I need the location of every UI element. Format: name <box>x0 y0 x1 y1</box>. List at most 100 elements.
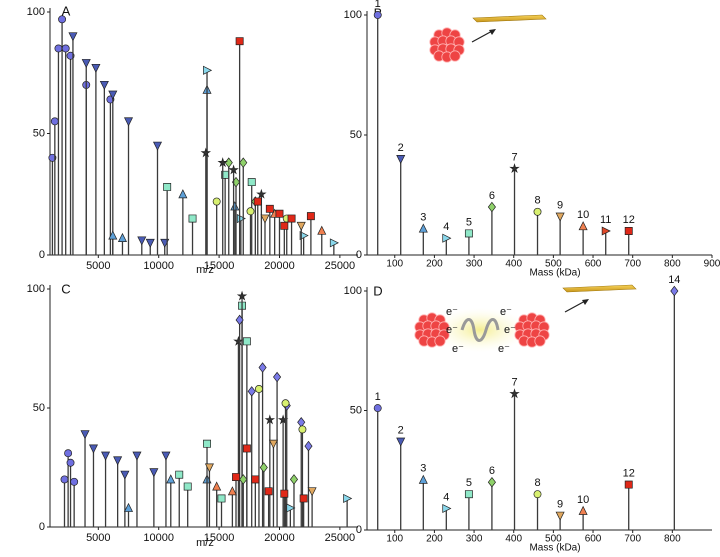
peak-marker <box>149 468 159 478</box>
y-tick-label: 50 <box>33 402 45 414</box>
peak-marker <box>188 214 197 223</box>
annotation: e⁻ <box>498 343 510 355</box>
annotation: e⁻ <box>446 306 458 318</box>
x-tick-label: 900 <box>704 259 720 270</box>
peak-marker <box>81 59 91 69</box>
peak-marker <box>232 473 240 481</box>
peak-label: 10 <box>577 209 589 221</box>
peak-marker <box>533 207 542 216</box>
peak-label: 9 <box>557 499 563 511</box>
peak-marker <box>242 444 251 453</box>
peak-marker <box>239 474 248 485</box>
peak-label: 3 <box>420 463 426 475</box>
peak-marker <box>280 221 289 230</box>
peak-marker <box>555 212 565 222</box>
arrow-head <box>489 29 496 35</box>
peak-marker <box>317 225 327 235</box>
x-tick-label: 300 <box>466 534 483 545</box>
x-tick-label: 500 <box>545 259 562 270</box>
peak-marker <box>329 238 339 248</box>
peak-marker <box>203 65 213 75</box>
peak-marker <box>117 232 127 242</box>
peak-label: 1 <box>375 0 381 10</box>
x-tick-label: 20000 <box>264 260 295 272</box>
x-tick-label: 500 <box>545 534 562 545</box>
x-tick-label: 300 <box>466 259 483 270</box>
peak-marker <box>307 487 317 497</box>
peak-marker <box>64 449 73 458</box>
peak-marker <box>253 197 262 206</box>
peak-marker <box>80 430 90 440</box>
peak-marker <box>289 474 299 485</box>
gold-surface <box>562 284 637 293</box>
peak-marker <box>235 37 244 46</box>
y-tick-label: 0 <box>39 249 45 261</box>
peak-marker <box>101 451 111 461</box>
arrow-head <box>582 299 589 305</box>
peak-marker <box>304 440 313 452</box>
x-tick-label: 10000 <box>143 260 174 272</box>
peak-marker <box>228 164 239 175</box>
peak-marker <box>601 226 611 236</box>
ferritin-icon <box>434 335 446 347</box>
peak-marker <box>255 385 263 393</box>
x-tick-label: 700 <box>624 534 641 545</box>
peak-marker <box>578 505 588 515</box>
peak-marker <box>217 494 226 503</box>
y-tick-label: 0 <box>356 524 362 536</box>
peak-label: 6 <box>489 465 495 477</box>
x-tick-label: 10000 <box>143 532 174 544</box>
peak-marker <box>396 155 406 165</box>
y-tick-label: 50 <box>33 127 45 139</box>
peak-label: 2 <box>398 424 404 436</box>
peak-label: 5 <box>466 477 472 489</box>
x-tick-label: 100 <box>386 534 403 545</box>
peak-label: 12 <box>623 467 635 479</box>
peak-marker <box>227 486 237 496</box>
peak-marker <box>61 44 70 53</box>
peak-marker <box>256 188 267 199</box>
x-axis-label: m/z <box>196 537 214 549</box>
x-tick-label: 5000 <box>86 532 110 544</box>
peak-marker <box>239 157 248 168</box>
x-tick-label: 25000 <box>325 532 356 544</box>
peak-marker <box>464 229 473 238</box>
x-tick-label: 200 <box>426 259 443 270</box>
peak-marker <box>66 458 75 467</box>
peak-label: 14 <box>668 274 680 286</box>
gold-surface <box>472 14 547 23</box>
peak-label: 7 <box>511 377 517 389</box>
peak-marker <box>373 404 382 413</box>
x-tick-label: 600 <box>585 259 602 270</box>
peak-marker <box>281 399 290 408</box>
peak-marker <box>203 439 211 448</box>
peak-marker <box>533 490 542 499</box>
peak-marker <box>670 285 679 297</box>
peak-marker <box>296 221 306 231</box>
peak-marker <box>286 503 296 513</box>
peak-marker <box>264 414 276 425</box>
peak-marker <box>123 502 134 512</box>
x-axis-label: Mass (kDa) <box>529 268 580 279</box>
peak-marker <box>178 189 188 199</box>
peak-label: 2 <box>398 142 404 154</box>
peak-marker <box>297 417 306 428</box>
peak-marker <box>396 437 406 447</box>
peak-marker <box>442 233 452 243</box>
peak-marker <box>235 314 244 326</box>
peak-marker <box>161 451 171 461</box>
peak-marker <box>275 209 284 218</box>
y-tick-label: 0 <box>356 249 362 261</box>
peak-marker <box>212 197 221 206</box>
peak-marker <box>54 44 63 53</box>
peak-marker <box>236 290 248 301</box>
x-tick-label: 20000 <box>264 532 295 544</box>
annotation: e⁻ <box>446 324 458 336</box>
peak-marker <box>509 388 520 399</box>
peak-marker <box>200 147 212 158</box>
panel-label: C <box>61 281 70 296</box>
peak-marker <box>132 451 142 461</box>
annotation: e⁻ <box>500 306 512 318</box>
peak-marker <box>578 221 588 231</box>
